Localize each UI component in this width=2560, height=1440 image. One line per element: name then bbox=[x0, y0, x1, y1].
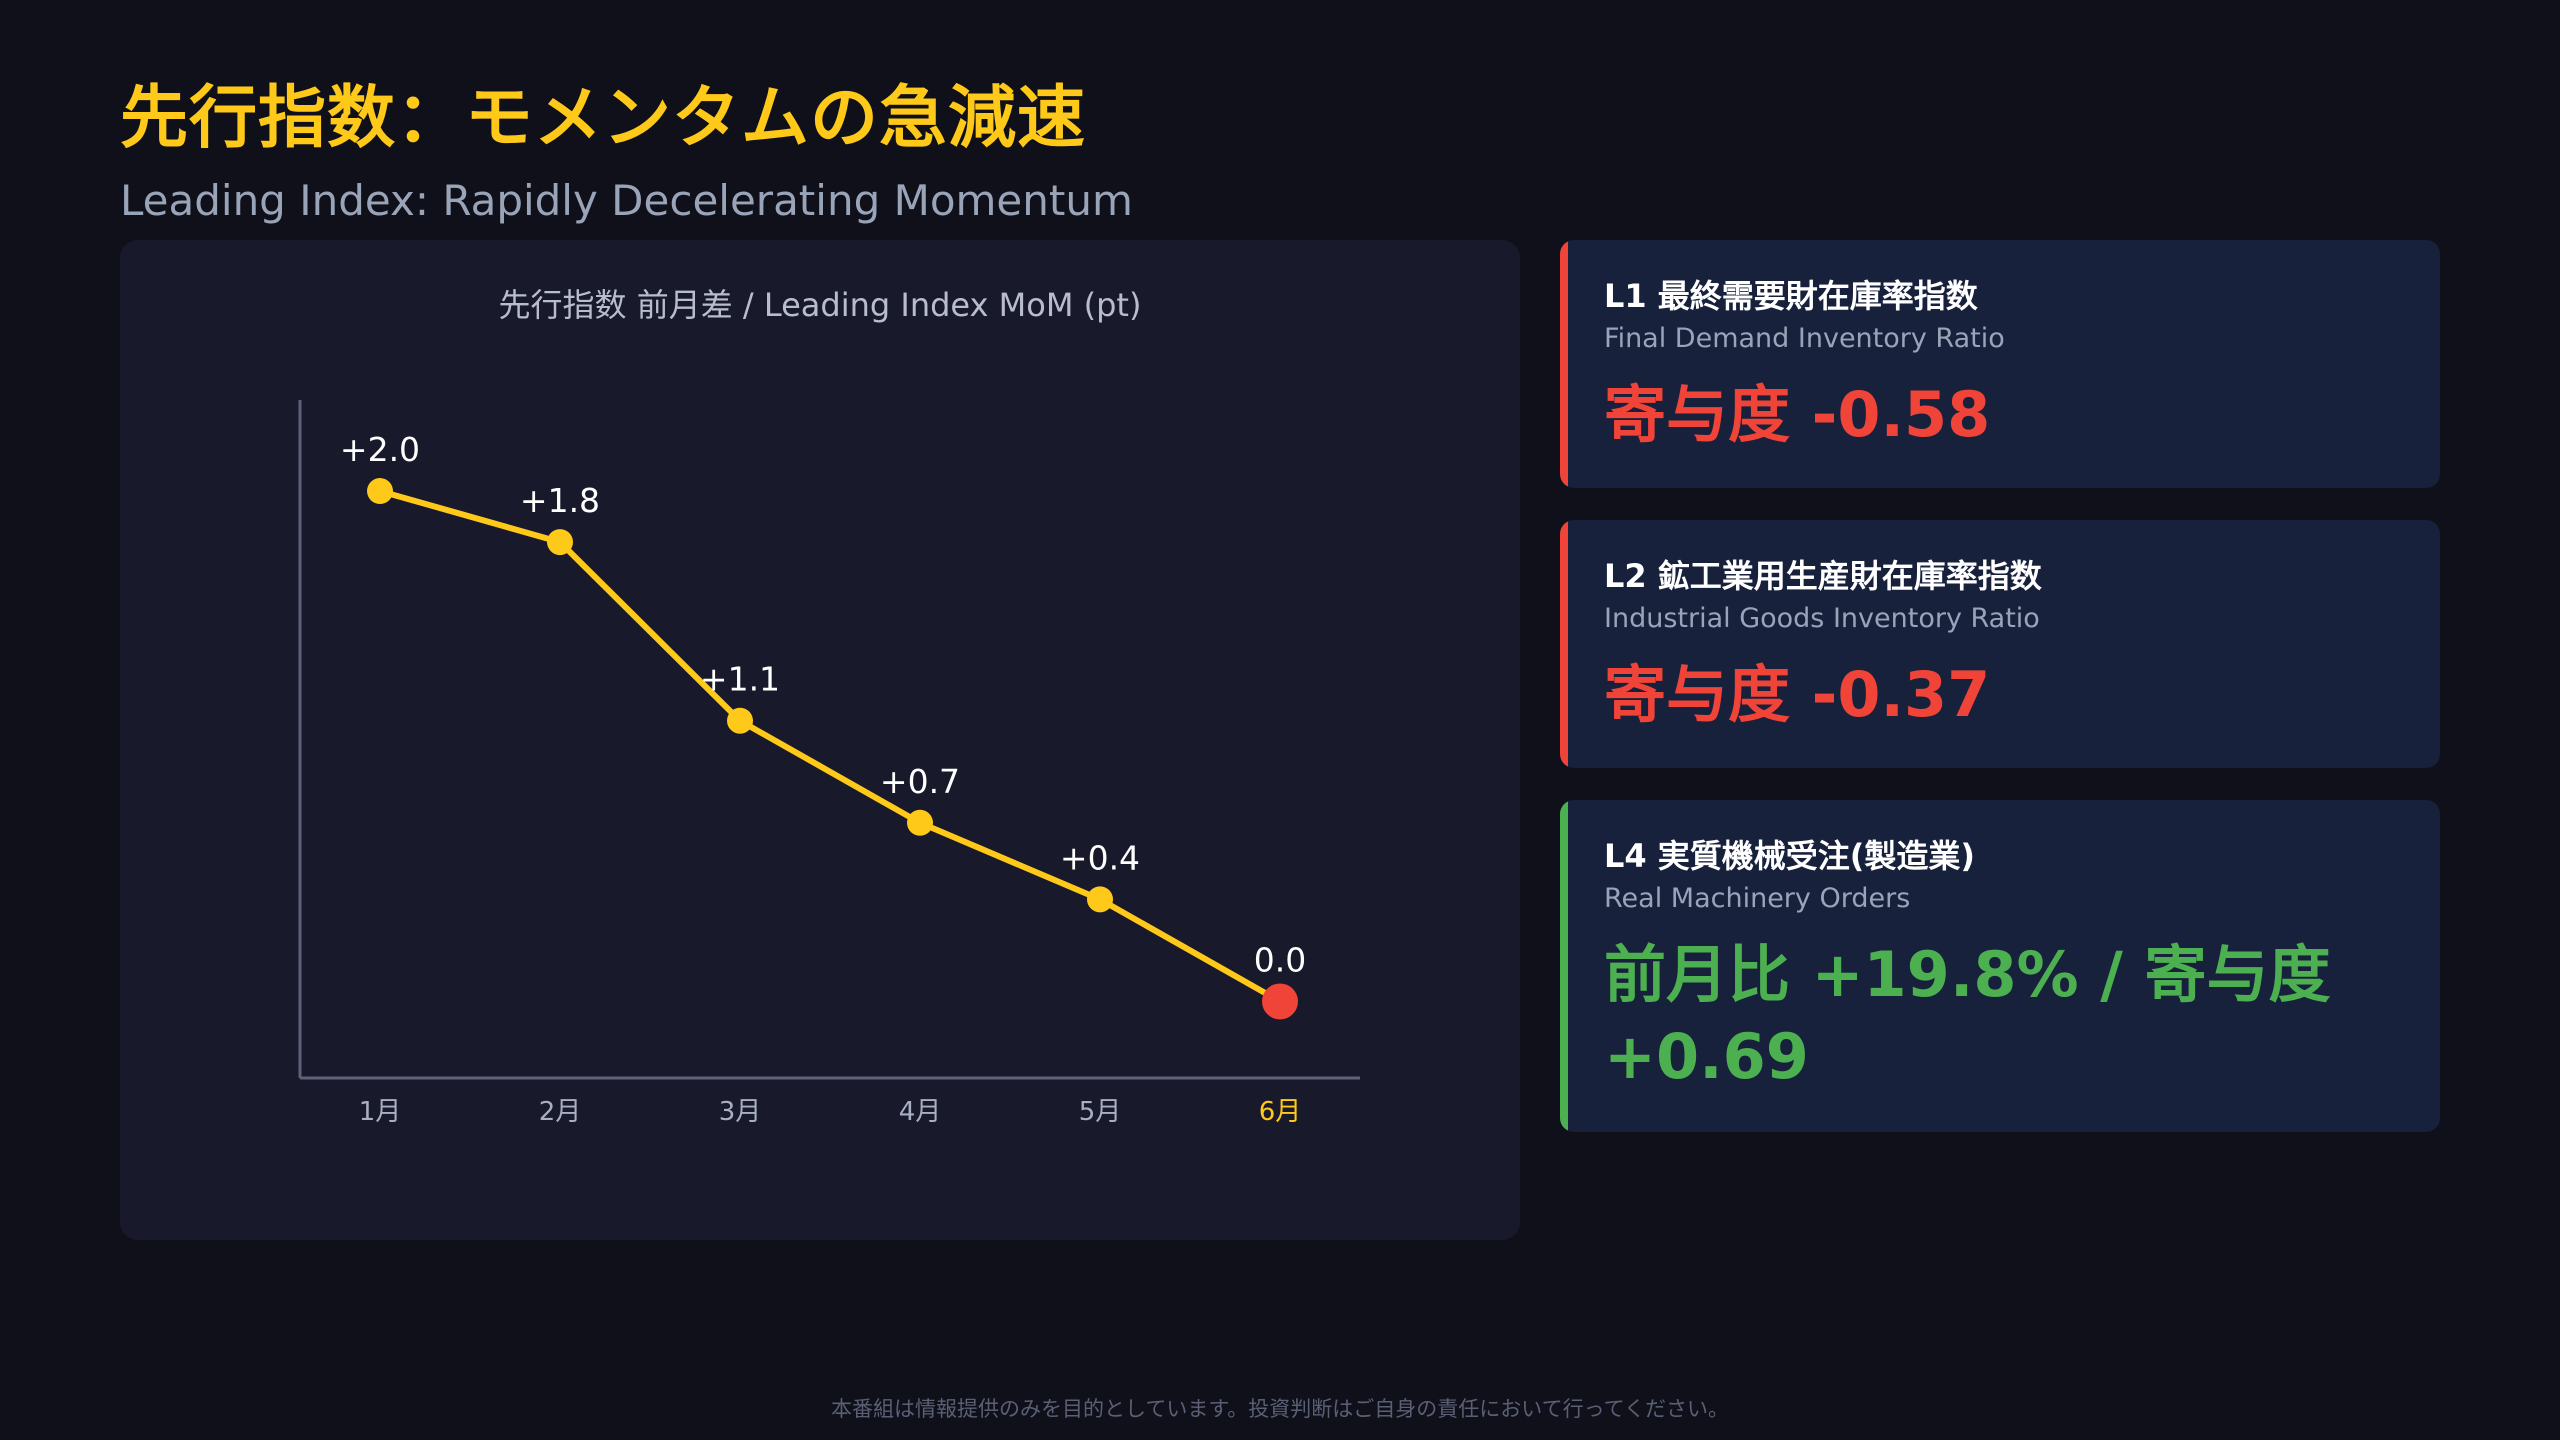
x-tick-label: 2月 bbox=[539, 1097, 582, 1127]
data-point bbox=[547, 529, 573, 556]
data-point bbox=[907, 809, 933, 836]
data-point bbox=[1087, 886, 1113, 913]
card-title: L2 鉱工業用生産財在庫率指数 bbox=[1604, 557, 2042, 595]
leading-index-line-chart: 先行指数 前月差 / Leading Index MoM (pt) +2.0 1月… bbox=[298, 286, 1360, 1127]
data-label: 0.0 bbox=[1254, 940, 1306, 979]
card-subtitle: Industrial Goods Inventory Ratio bbox=[1604, 603, 2040, 634]
card-value: 前月比 +19.8% / 寄与度 +0.69 bbox=[1604, 938, 2331, 1093]
x-tick-label: 5月 bbox=[1079, 1097, 1122, 1127]
data-point bbox=[367, 478, 393, 505]
chart-panel: 先行指数 前月差 / Leading Index MoM (pt) +2.0 1月… bbox=[120, 240, 1520, 1240]
card-subtitle: Final Demand Inventory Ratio bbox=[1604, 323, 2005, 354]
x-tick-label: 3月 bbox=[719, 1097, 762, 1127]
data-label: +1.8 bbox=[520, 481, 600, 520]
indicator-card-l4: L4 実質機械受注(製造業) Real Machinery Orders 前月比… bbox=[1560, 800, 2440, 1132]
card-subtitle: Real Machinery Orders bbox=[1604, 883, 1911, 914]
x-tick-label: 6月 bbox=[1259, 1097, 1302, 1127]
data-label: +0.7 bbox=[880, 762, 960, 801]
card-value: 寄与度 -0.58 bbox=[1604, 378, 1991, 451]
page-title: 先行指数：モメンタムの急減速 bbox=[120, 79, 1087, 158]
x-tick-label: 4月 bbox=[899, 1097, 942, 1127]
data-label: +1.1 bbox=[700, 660, 780, 699]
disclaimer: 本番組は情報提供のみを目的としています。投資判断はご自身の責任において行ってくだ… bbox=[831, 1397, 1729, 1421]
card-title: L1 最終需要財在庫率指数 bbox=[1604, 277, 1978, 315]
series-line bbox=[377, 488, 1283, 1005]
data-label: +2.0 bbox=[340, 430, 420, 469]
indicator-card-l2: L2 鉱工業用生産財在庫率指数 Industrial Goods Invento… bbox=[1560, 520, 2440, 768]
card-title: L4 実質機械受注(製造業) bbox=[1604, 837, 1976, 875]
x-tick-label: 1月 bbox=[359, 1097, 402, 1127]
data-label: +0.4 bbox=[1060, 838, 1140, 877]
page-subtitle: Leading Index: Rapidly Decelerating Mome… bbox=[120, 176, 1133, 225]
data-point bbox=[727, 707, 753, 734]
indicator-card-l1: L1 最終需要財在庫率指数 Final Demand Inventory Rat… bbox=[1560, 240, 2440, 488]
card-value: 寄与度 -0.37 bbox=[1604, 658, 1991, 731]
chart-title: 先行指数 前月差 / Leading Index MoM (pt) bbox=[499, 286, 1142, 324]
data-point bbox=[1262, 983, 1298, 1020]
